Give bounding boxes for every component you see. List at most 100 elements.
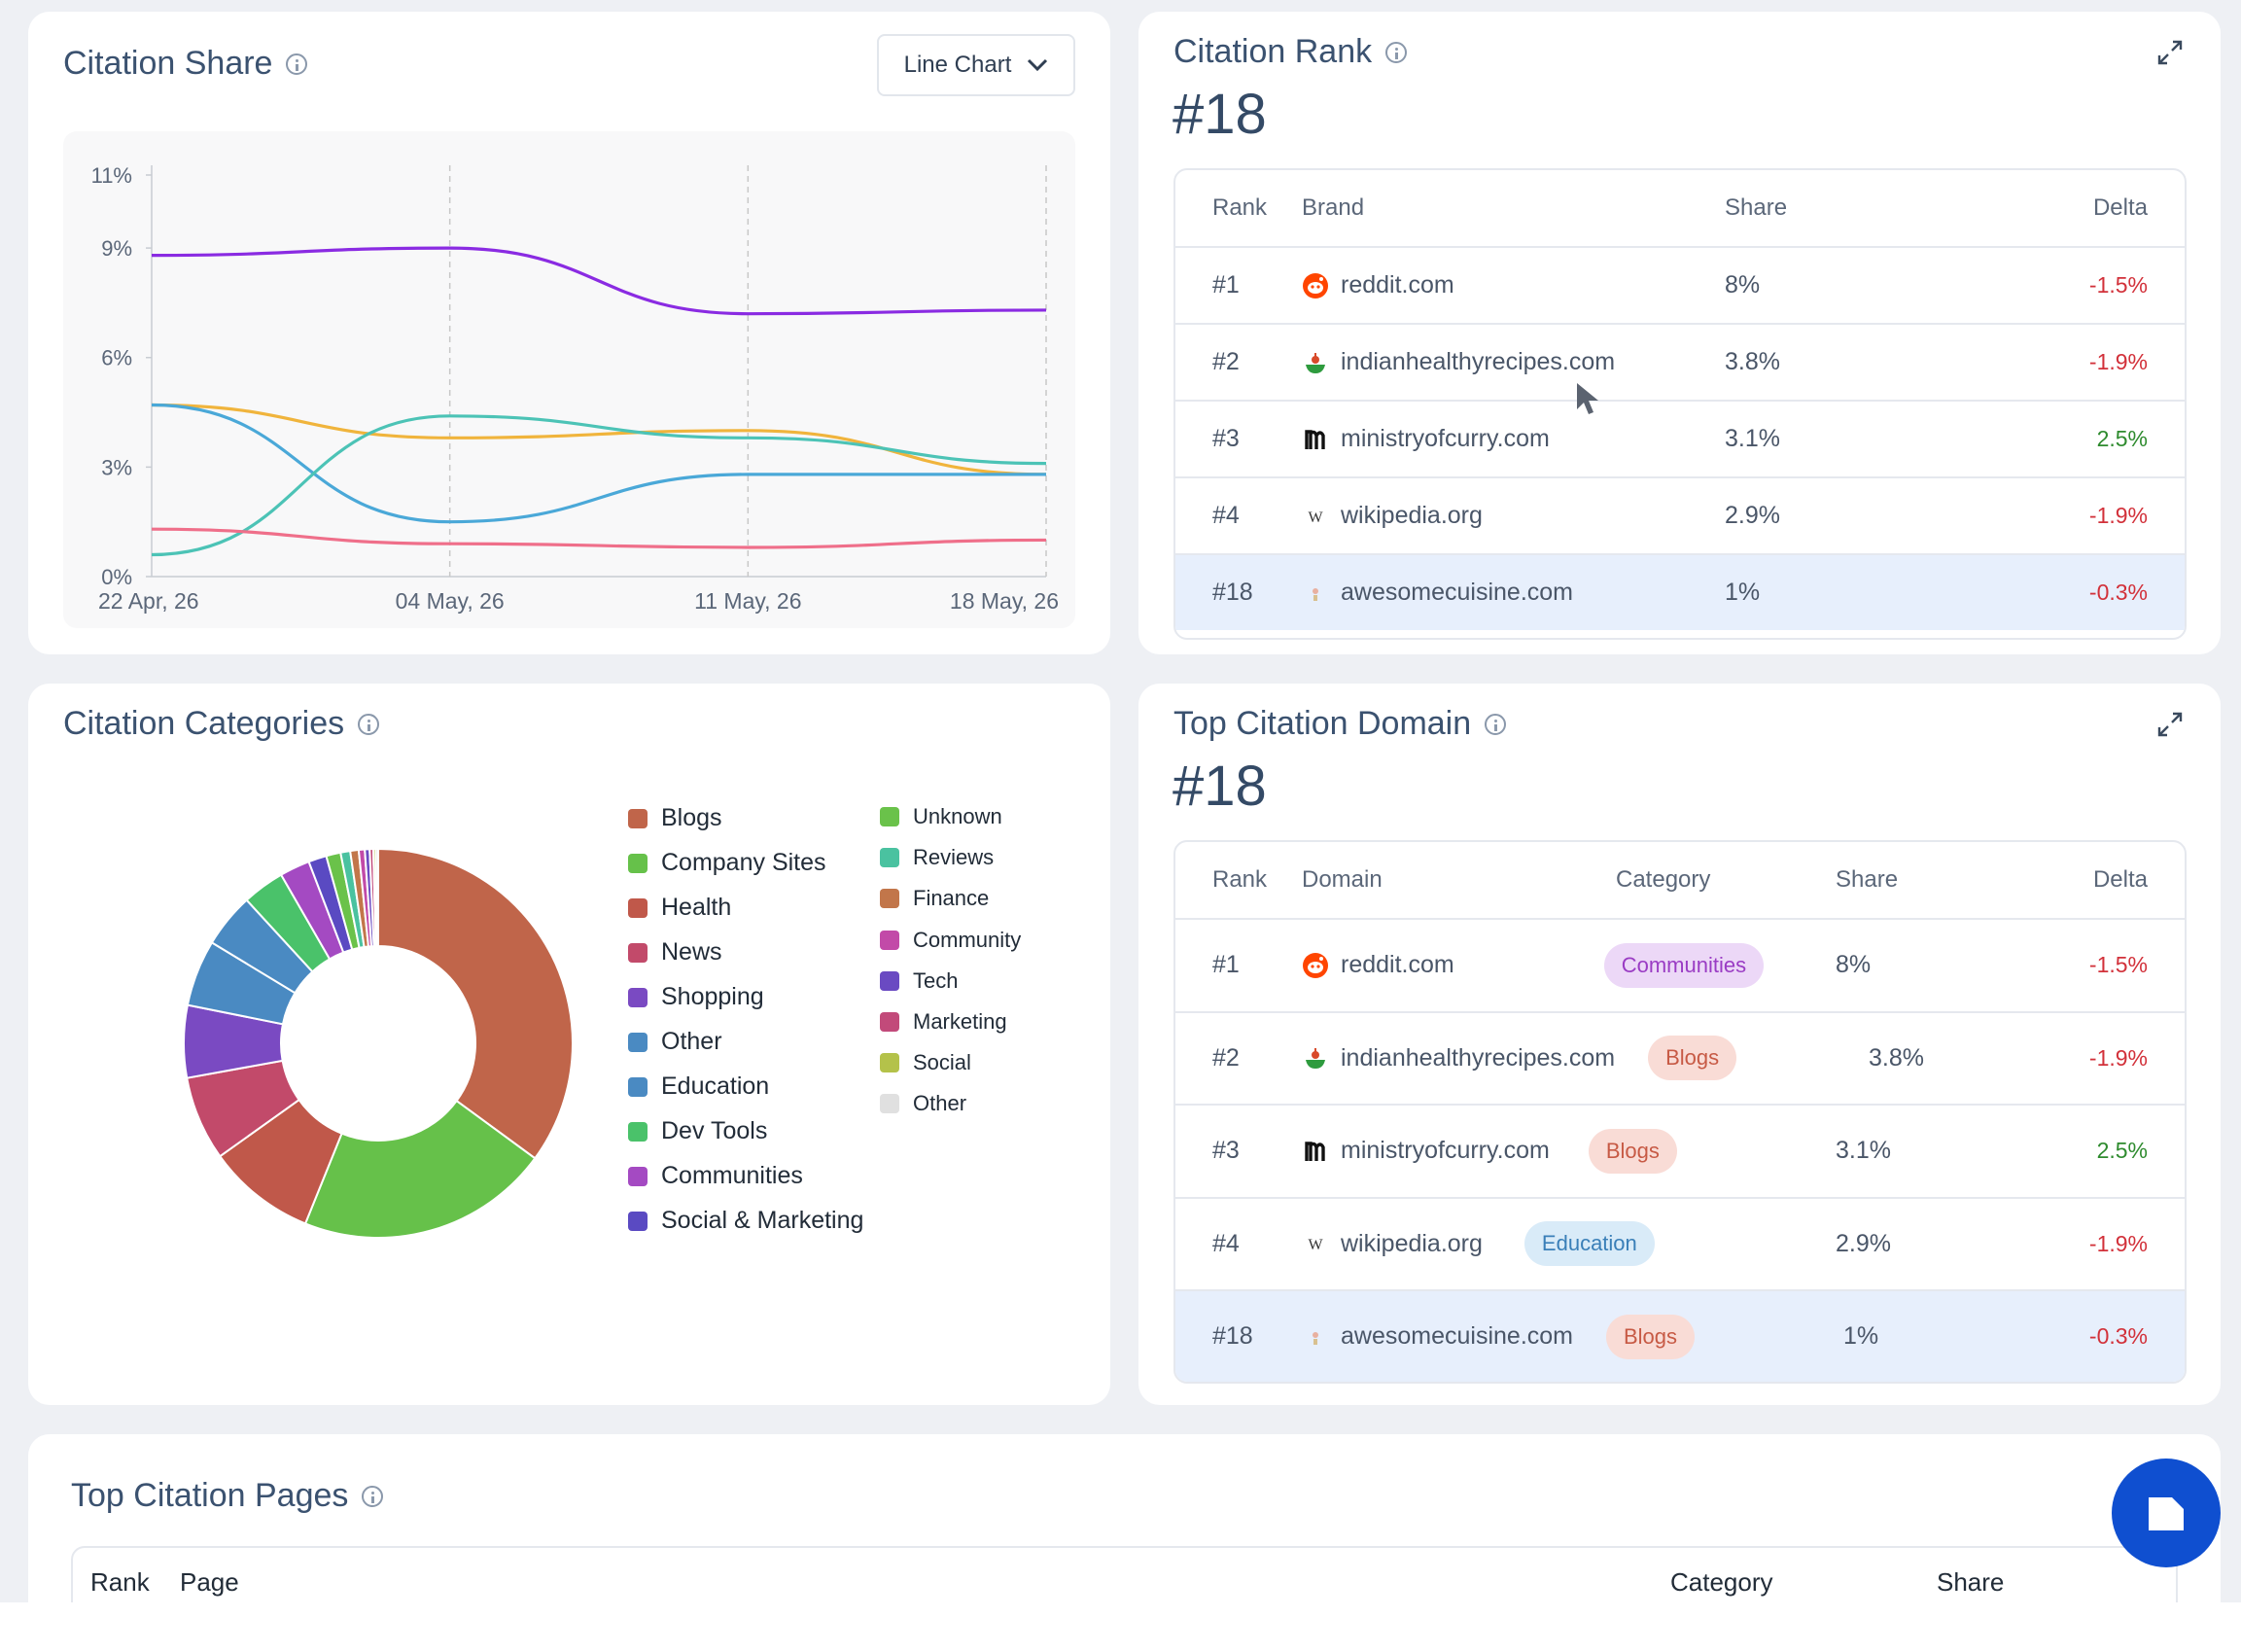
svg-text:W: W [1308,510,1323,526]
legend-item[interactable]: Tech [880,968,958,994]
legend-swatch [628,987,648,1007]
legend-label: Shopping [661,983,764,1010]
table-row[interactable]: #1 reddit.com 8% -1.5% [1175,246,2185,323]
legend-item[interactable]: Dev Tools [628,1117,767,1145]
rank-cell: #2 [1212,1043,1240,1072]
brand-name[interactable]: reddit.com [1341,271,1454,299]
domain-name[interactable]: reddit.com [1341,951,1454,979]
wikipedia-icon: W [1302,503,1329,530]
brand-logo-icon [2149,1497,2184,1530]
mouse-cursor-icon [1577,383,1598,414]
y-tick-label: 11% [91,163,132,188]
category-badge: Blogs [1606,1314,1696,1359]
delta-cell: -1.9% [2088,1230,2148,1256]
page-header: Page [180,1566,239,1597]
legend-item[interactable]: Company Sites [628,849,826,877]
delta-cell: -1.9% [2088,349,2148,374]
table-row[interactable]: #3 ministryofcurry.com Blogs 3.1% 2.5% [1175,1104,2185,1197]
line-chart: 0% 3% 6% 9% 11% 22 Apr, 26 04 May, 26 11 May, 2… [91,163,1059,614]
brand-cell: ministryofcurry.com [1302,402,1550,476]
series-line-2 [151,403,1047,476]
legend-swatch [880,1053,899,1073]
category-badge: Education [1523,1221,1655,1267]
domain-name[interactable]: awesomecuisine.com [1341,1322,1573,1351]
legend-label: News [661,938,722,966]
donut-slice-18 [374,847,379,948]
delta-cell: -0.3% [2088,1323,2148,1350]
legend-item[interactable]: Other [628,1028,722,1056]
rank-cell: #3 [1212,1137,1240,1165]
legend-item[interactable]: Blogs [628,804,722,832]
m-logo-icon [1302,1138,1329,1165]
legend-swatch [880,848,899,868]
share-header: Share [1725,194,1788,221]
domain-name[interactable]: wikipedia.org [1341,1229,1483,1257]
card-title-text: Citation Categories [63,705,345,742]
legend-item[interactable]: Other [880,1091,966,1116]
table-header: Rank Domain Category Share Delta [1175,842,2185,918]
delta-header: Delta [2092,866,2148,893]
legend-item[interactable]: Community [880,928,1021,953]
table-row[interactable]: #3 ministryofcurry.com 3.1% 2.5% [1175,400,2185,476]
legend-swatch [628,1121,648,1142]
legend-item[interactable]: Reviews [880,845,994,870]
legend-label: Education [661,1072,770,1100]
brand-name[interactable]: ministryofcurry.com [1341,425,1550,452]
x-tick-label: 22 Apr, 26 [98,588,199,614]
table-row[interactable]: #2 indianhealthyrecipes.com Blogs 3.8% -1.9% [1175,1010,2185,1105]
legend-item[interactable]: Finance [880,886,989,911]
legend-label: Reviews [913,845,995,870]
citation-share-title: Citation Share [63,45,308,83]
brand-name[interactable]: indianhealthyrecipes.com [1341,348,1616,375]
x-tick-label: 18 May, 26 [950,588,1059,614]
info-icon[interactable] [286,53,308,75]
x-tick-label: 11 May, 26 [694,588,801,614]
legend-item[interactable]: Unknown [880,804,1002,829]
legend-swatch [880,807,899,826]
rank-header: Rank [1212,194,1268,221]
rank-header: Rank [1212,866,1268,893]
domain-name[interactable]: indianhealthyrecipes.com [1341,1043,1616,1072]
info-icon[interactable] [1385,41,1408,63]
rank-cell: #18 [1212,1322,1253,1351]
info-icon[interactable] [362,1485,384,1507]
share-cell: 3.8% [1725,348,1780,375]
info-icon[interactable] [1485,713,1507,735]
legend-label: Social [913,1050,971,1075]
chart-type-dropdown[interactable]: Line Chart [877,34,1075,96]
chat-widget-button[interactable] [2112,1459,2221,1567]
legend-item[interactable]: Social & Marketing [628,1207,863,1235]
table-row[interactable]: #2 indianhealthyrecipes.com 3.8% -1.9% [1175,323,2185,400]
legend-item[interactable]: Education [628,1072,769,1101]
legend-item[interactable]: News [628,938,722,967]
legend-label: Marketing [913,1009,1007,1034]
expand-icon[interactable] [2155,38,2185,67]
legend-label: Blogs [661,804,722,831]
citation-rank-value: #18 [1173,83,1267,146]
domain-name[interactable]: ministryofcurry.com [1341,1137,1550,1165]
legend-swatch [628,808,648,828]
category-header: Category [1670,1566,1773,1597]
table-row[interactable]: #18 awesomecuisine.com 1% -0.3% [1175,553,2185,630]
chevron-down-icon [1028,58,1048,72]
share-cell: 2.9% [1725,502,1780,529]
legend-item[interactable]: Social [880,1050,971,1075]
info-icon[interactable] [358,713,380,735]
y-tick-label: 6% [101,346,132,370]
brand-name[interactable]: awesomecuisine.com [1341,579,1573,606]
card-title-text: Top Citation Pages [71,1477,349,1514]
domain-cell: indianhealthyrecipes.com Blogs [1302,1013,1737,1105]
legend-item[interactable]: Communities [628,1162,803,1190]
table-row[interactable]: #1 reddit.com Communities 8% -1.5% [1175,918,2185,1011]
legend-item[interactable]: Shopping [628,983,764,1011]
series-line-3 [151,403,1046,524]
top-citation-domain-table: Rank Domain Category Share Delta #1 reddi… [1173,840,2187,1384]
expand-icon[interactable] [2155,710,2185,739]
legend-item[interactable]: Marketing [880,1009,1007,1035]
table-row[interactable]: #18 awesomecuisine.com Blogs 1% -0.3% [1175,1289,2185,1382]
legend-item[interactable]: Health [628,894,731,922]
brand-name[interactable]: wikipedia.org [1341,502,1483,529]
